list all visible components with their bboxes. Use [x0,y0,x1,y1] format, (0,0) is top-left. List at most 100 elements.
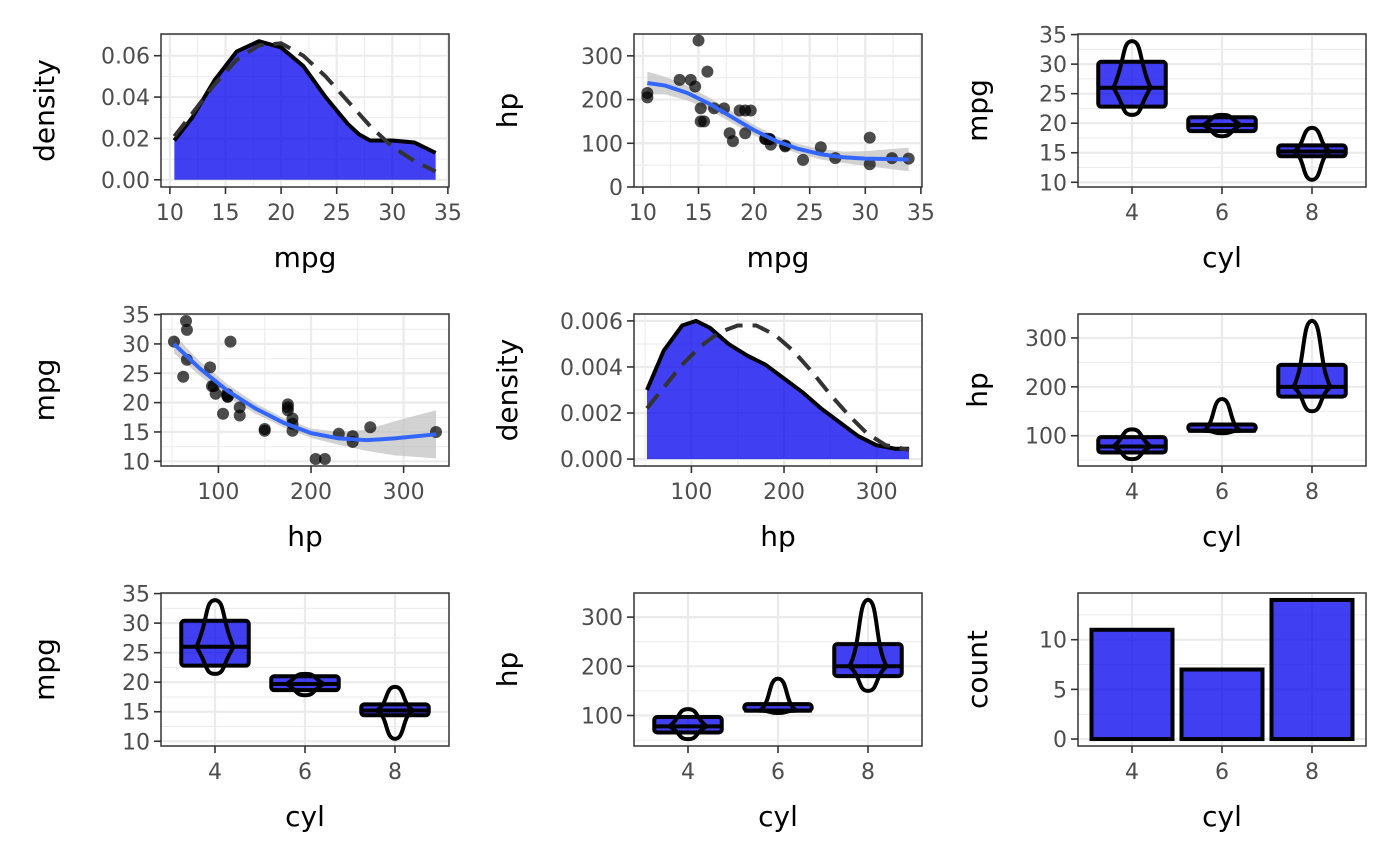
box-4 [179,598,251,676]
box-cyl-mpg-1-x-axis: 4 6 8 [1125,187,1319,226]
violin-outline [1202,397,1242,436]
y-tick-label: 5 [1053,678,1067,703]
y-tick-label: 20 [1039,112,1067,137]
box-cyl-hp-2-y-axis-title: hp [491,652,524,688]
data-point [673,73,686,86]
x-tick-label: 8 [1305,760,1319,785]
box-cyl-hp-2-x-axis-title: cyl [758,800,798,833]
box-cyl-hp-2-y-axis: 100 200 300 [581,606,634,729]
box-cyl-hp-2-x-axis: 4 6 8 [681,746,875,785]
box-cyl-hp-1-panel: 100 200 300 4 6 8 cyl hp [961,313,1367,553]
y-tick-label: 0.04 [101,86,150,111]
box-cyl-mpg-1-marks [1096,39,1348,182]
data-point [744,104,757,117]
data-point [863,158,876,171]
data-point [797,153,810,166]
bar-cyl-count-x-axis-title: cyl [1202,800,1242,833]
density-hp-panel: 0.000 0.002 0.004 0.006 100 200 300 hp density [491,310,923,553]
data-point [689,80,702,93]
violin-outline [1290,318,1334,414]
x-tick-label: 4 [1125,480,1139,505]
normal-reference-line [172,41,437,174]
density-mpg-border [160,33,450,188]
x-tick-label: 6 [771,760,785,785]
density-mpg-y-axis-title: density [28,59,61,162]
data-point [694,115,707,128]
y-tick-label: 0.00 [101,169,150,194]
box-6 [742,676,814,716]
data-point [701,65,714,78]
y-tick-label: 10 [122,730,150,755]
y-tick-label: 10 [122,450,150,475]
y-tick-label: 0.002 [560,402,623,427]
scatter-hp-mpg-x-axis: 100 200 300 [197,466,425,505]
x-tick-label: 4 [681,760,695,785]
data-point [180,323,193,336]
y-tick-label: 0.000 [560,448,623,473]
bar-8 [1269,597,1355,742]
scatter-hp-mpg-border [160,313,450,467]
x-tick-label: 25 [796,201,824,226]
bar-4 [1089,627,1175,742]
x-tick-label: 25 [323,201,351,226]
violin-outline [1199,112,1245,139]
scatter-hp-mpg-marks [167,315,443,465]
x-tick-label: 20 [267,201,295,226]
scatter-mpg-hp-y-axis-title: hp [491,93,524,129]
x-tick-label: 100 [197,480,239,505]
x-tick-label: 200 [763,480,805,505]
scatter-mpg-hp-y-axis: 0 100 200 300 [581,45,634,201]
box-rect [1096,59,1168,109]
violin-outline [1288,125,1336,182]
density-mpg-panel: 0.00 0.02 0.04 0.06 10 15 20 25 30 35 mpg density [28,33,462,274]
box-cyl-mpg-2-x-axis: 4 6 8 [208,746,402,785]
x-tick-label: 35 [907,201,935,226]
y-tick-label: 0 [609,176,623,201]
data-point [364,421,377,434]
y-tick-label: 25 [122,642,150,667]
x-tick-label: 100 [670,480,712,505]
x-tick-label: 30 [378,201,406,226]
y-tick-label: 30 [122,612,150,637]
density-hp-marks [645,318,910,460]
y-tick-label: 10 [1039,629,1067,654]
x-tick-label: 8 [1305,480,1319,505]
violin-outline [846,597,890,693]
y-tick-label: 35 [122,583,150,608]
y-tick-label: 20 [122,392,150,417]
density-hp-x-axis-title: hp [760,520,796,553]
violin-outline [1111,39,1153,117]
data-point [233,409,246,422]
y-tick-label: 100 [1025,425,1067,450]
box-rect [832,642,904,679]
y-tick-label: 200 [581,655,623,680]
y-tick-label: 25 [1039,83,1067,108]
x-tick-label: 6 [298,760,312,785]
scatter-hp-mpg-y-axis-title: mpg [28,359,61,422]
box-cyl-hp-1-x-axis-title: cyl [1202,520,1242,553]
x-tick-label: 6 [1215,760,1229,785]
y-tick-label: 20 [122,671,150,696]
box-4 [1096,39,1168,117]
x-tick-label: 200 [290,480,332,505]
violin-outline [1109,427,1155,462]
y-tick-label: 0 [1053,728,1067,753]
density-mpg-x-axis-title: mpg [274,241,337,274]
data-point [204,361,217,374]
density-line [172,39,437,155]
y-tick-label: 15 [122,701,150,726]
density-hp-border [633,313,923,467]
y-tick-label: 30 [1039,53,1067,78]
scatter-mpg-hp-marks [641,34,915,172]
data-point [233,401,246,414]
density-hp-x-axis: 100 200 300 [670,466,898,505]
data-point [281,398,294,411]
smooth-line [172,342,437,443]
x-tick-label: 4 [1125,201,1139,226]
box-8 [1276,125,1348,182]
x-tick-label: 6 [1215,480,1229,505]
x-tick-label: 8 [388,760,402,785]
x-tick-label: 20 [740,201,768,226]
scatter-mpg-hp-border [633,33,923,188]
